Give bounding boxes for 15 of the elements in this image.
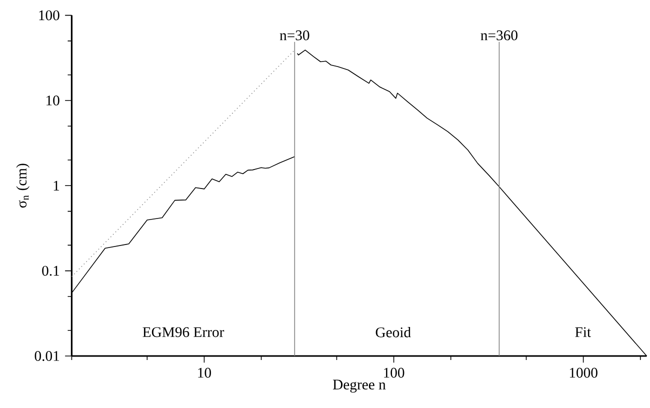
annotation: Fit [575, 327, 591, 338]
y-axis-title: σ$_{n}$ (cm) [16, 164, 30, 208]
y-tick-label: 0.1 [42, 266, 60, 276]
annotation: Geoid [376, 327, 411, 338]
annotation: EGM96 Error [142, 327, 224, 338]
x-tick-label: 10 [198, 368, 211, 378]
x-axis-title: Degree n [332, 380, 386, 393]
ref-line-label: n=30 [280, 30, 310, 40]
y-tick-label: 10 [46, 96, 60, 106]
y-tick-label: 0.01 [34, 351, 60, 361]
y-tick-label: 100 [39, 10, 60, 20]
x-tick-label: 1000 [570, 368, 598, 378]
x-tick-label: 100 [384, 368, 404, 378]
y-tick-label: 1 [54, 180, 60, 190]
ref-line-label: n=360 [480, 30, 518, 40]
